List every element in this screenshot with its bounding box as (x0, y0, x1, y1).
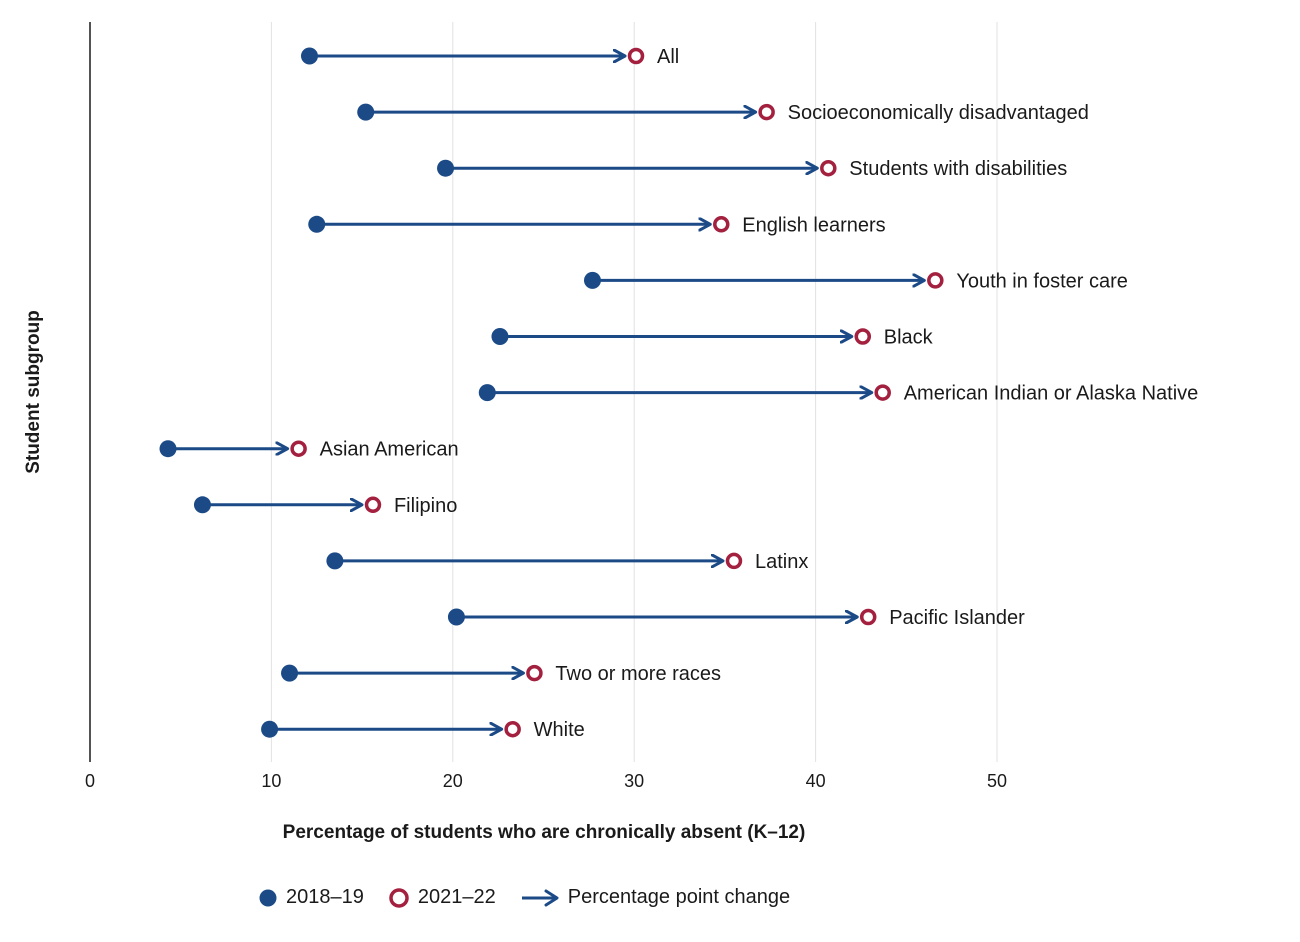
point-2021-22 (758, 103, 775, 121)
row-latinx: Latinx (326, 551, 808, 573)
category-label: English learners (742, 214, 885, 236)
y-axis-title: Student subgroup (23, 310, 44, 474)
row-students-with-disabilities: Students with disabilities (437, 158, 1067, 180)
row-all: All (300, 46, 679, 68)
x-tick-label: 30 (624, 771, 644, 791)
row-socioeconomically-disadvantaged: Socioeconomically disadvantaged (357, 102, 1089, 124)
category-label: Black (884, 327, 934, 349)
category-label: White (534, 719, 585, 741)
point-2021-22 (627, 47, 645, 65)
row-filipino: Filipino (193, 495, 457, 517)
point-2018-19 (583, 271, 601, 289)
point-2018-19 (491, 328, 509, 345)
category-label: Asian American (320, 439, 459, 461)
point-2018-19 (281, 664, 299, 682)
point-2018-19 (159, 440, 177, 458)
category-label: Students with disabilities (849, 158, 1067, 180)
legend-item-change: Percentage point change (520, 886, 790, 909)
x-tick-label: 0 (85, 771, 95, 791)
point-2021-22 (504, 720, 521, 738)
legend-label-2021: 2021–22 (417, 886, 496, 908)
row-white: White (261, 719, 585, 741)
point-2021-22 (927, 272, 944, 289)
row-youth-in-foster-care: Youth in foster care (583, 270, 1128, 292)
category-label: Pacific Islander (889, 607, 1025, 629)
filled-circle-icon (259, 889, 277, 906)
point-2021-22 (713, 216, 730, 233)
point-2021-22 (820, 159, 837, 177)
point-2018-19 (447, 608, 465, 626)
point-2018-19 (261, 720, 279, 738)
category-label: Latinx (755, 551, 808, 573)
point-2021-22 (526, 664, 543, 682)
arrow-right-icon (521, 889, 559, 906)
row-black: Black (491, 327, 934, 349)
category-label: American Indian or Alaska Native (904, 383, 1199, 405)
point-2018-19 (308, 215, 326, 233)
category-label: Two or more races (555, 663, 721, 685)
point-2021-22 (725, 552, 743, 570)
point-2018-19 (193, 496, 211, 514)
x-tick-label: 20 (443, 771, 463, 791)
category-label: Youth in foster care (956, 270, 1128, 292)
point-2018-19 (300, 47, 318, 65)
legend-item-2021: 2021–22 (388, 886, 496, 909)
row-pacific-islander: Pacific Islander (447, 607, 1025, 629)
point-2021-22 (874, 384, 891, 401)
x-axis-ticks: 0 10 20 30 40 50 (85, 771, 1007, 791)
row-american-indian-or-alaska-native: American Indian or Alaska Native (478, 383, 1199, 405)
point-2021-22 (290, 440, 307, 457)
legend-label-change: Percentage point change (567, 886, 791, 908)
x-tick-label: 40 (806, 771, 826, 791)
point-2018-19 (437, 159, 455, 177)
row-asian-american: Asian American (159, 439, 459, 461)
open-circle-icon (389, 887, 409, 908)
legend-label-2018: 2018–19 (286, 886, 364, 908)
point-2018-19 (326, 552, 344, 570)
legend: 2018–19 2021–22 Percentage point change (258, 886, 814, 909)
category-label: All (657, 46, 679, 68)
row-english-learners: English learners (308, 214, 886, 236)
data-rows: All Socioeconomically disadvantaged Studen… (159, 46, 1199, 741)
category-label: Filipino (394, 495, 457, 517)
x-tick-label: 50 (987, 771, 1007, 791)
point-2021-22 (859, 608, 877, 626)
x-tick-label: 10 (261, 771, 281, 791)
row-two-or-more-races: Two or more races (281, 663, 721, 685)
point-2021-22 (854, 328, 872, 345)
x-axis-title: Percentage of students who are chronical… (282, 822, 806, 843)
point-2018-19 (478, 384, 496, 402)
point-2021-22 (364, 496, 382, 514)
category-label: Socioeconomically disadvantaged (788, 102, 1089, 124)
point-2018-19 (357, 103, 375, 121)
legend-item-2018: 2018–19 (258, 886, 364, 909)
